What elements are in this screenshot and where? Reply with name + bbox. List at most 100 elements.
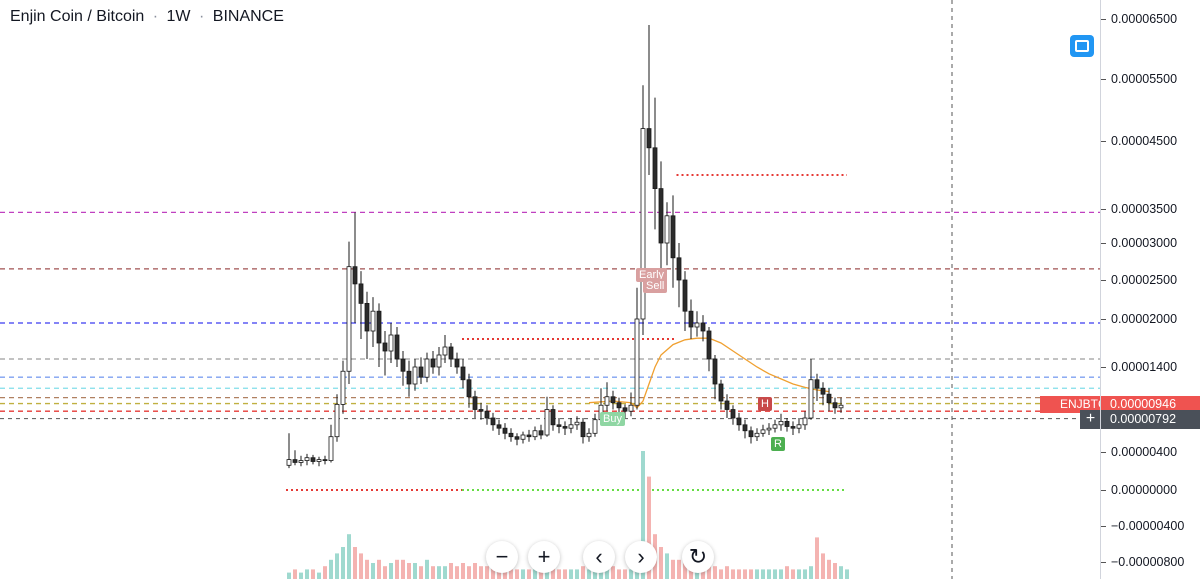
volume-bar: [719, 569, 723, 579]
r-signal: R: [771, 437, 785, 451]
candle-down: [526, 434, 532, 438]
volume-bar: [575, 569, 579, 579]
candle-down: [646, 128, 652, 149]
candle-up: [574, 421, 580, 426]
crosshair-icon[interactable]: +: [1080, 410, 1100, 429]
volume-bar: [761, 569, 765, 579]
volume-bar: [791, 569, 795, 579]
candle-down: [454, 358, 460, 368]
title-separator: ·: [198, 8, 205, 25]
reset-chart-button[interactable]: ↻: [682, 541, 714, 573]
toggle-panel-icon[interactable]: [1070, 35, 1094, 57]
candle-down: [826, 393, 832, 404]
volume-bar: [287, 572, 291, 579]
volume-bar: [317, 572, 321, 579]
volume-bar: [311, 569, 315, 579]
volume-bar: [305, 569, 309, 579]
volume-bar: [815, 537, 819, 579]
volume-bar: [581, 566, 585, 579]
volume-bar: [629, 569, 633, 579]
candle-up: [760, 429, 766, 434]
candle-up: [778, 420, 784, 426]
price-tick-mark: [1101, 280, 1106, 281]
price-tick-mark: [1101, 19, 1106, 20]
price-tick-mark: [1101, 79, 1106, 80]
price-tick-label: 0.00003500: [1111, 202, 1178, 216]
volume-bar: [365, 559, 369, 579]
candle-up: [754, 432, 760, 438]
volume-bar: [479, 566, 483, 579]
volume-bar: [335, 553, 339, 579]
price-axis[interactable]: 0.00006500 0.00005500 0.00004500 0.00003500…: [1100, 0, 1200, 579]
scroll-right-button[interactable]: ›: [625, 541, 657, 573]
candle-up: [604, 396, 610, 406]
volume-bar: [329, 559, 333, 579]
interval-label[interactable]: 1W: [166, 8, 191, 25]
volume-bar: [683, 559, 687, 579]
candle-up: [340, 370, 346, 405]
buy-signal: Buy: [600, 412, 625, 426]
candle-down: [832, 402, 838, 409]
price-chart[interactable]: [0, 0, 1100, 579]
zoom-out-button[interactable]: −: [486, 541, 518, 573]
price-tick-mark: [1101, 209, 1106, 210]
volume-bar: [521, 569, 525, 579]
volume-bar: [389, 563, 393, 579]
volume-bar: [557, 569, 561, 579]
candle-down: [616, 402, 622, 409]
volume-bar: [413, 563, 417, 579]
candle-down: [820, 387, 826, 395]
candle-down: [514, 436, 520, 440]
volume-bar: [437, 566, 441, 579]
candle-up: [592, 419, 598, 434]
candle-down: [682, 279, 688, 312]
candle-up: [772, 424, 778, 429]
price-tick-label: 0.00000000: [1111, 483, 1178, 497]
volume-bar: [755, 569, 759, 579]
candle-up: [436, 354, 442, 368]
candle-up: [370, 310, 376, 332]
sell-signal: Sell: [643, 279, 668, 293]
candle-down: [736, 417, 742, 426]
candle-up: [388, 334, 394, 352]
volume-bar: [491, 566, 495, 579]
early-signal: Early: [636, 268, 668, 282]
chart-title: Enjin Coin / Bitcoin · 1W · BINANCE: [10, 8, 284, 26]
candle-up: [766, 427, 772, 431]
scroll-left-button[interactable]: ‹: [583, 541, 615, 573]
symbol-badge: ENJBTC: [1040, 396, 1100, 413]
volume-bar: [587, 569, 591, 579]
exchange-label: BINANCE: [212, 8, 284, 25]
volume-bar: [503, 569, 507, 579]
candle-down: [676, 257, 682, 281]
volume-bar: [515, 569, 519, 579]
volume-bar: [773, 569, 777, 579]
candle-down: [550, 409, 556, 426]
volume-bar: [743, 569, 747, 579]
candle-down: [400, 358, 406, 372]
candle-down: [718, 383, 724, 402]
zoom-in-button[interactable]: +: [528, 541, 560, 573]
last-price-badge: 0.00000946: [1101, 396, 1200, 413]
volume-bar: [455, 566, 459, 579]
volume-bar: [425, 559, 429, 579]
volume-bar: [293, 569, 297, 579]
candle-down: [310, 457, 316, 462]
candle-up: [640, 128, 646, 320]
candle-down: [364, 302, 370, 332]
candle-down: [556, 424, 562, 427]
candle-down: [484, 410, 490, 419]
candle-down: [502, 427, 508, 434]
candle-up: [346, 266, 352, 372]
volume-bar: [605, 563, 609, 579]
candle-down: [700, 322, 706, 332]
candle-down: [460, 366, 466, 381]
volume-bar: [785, 566, 789, 579]
volume-bar: [443, 566, 447, 579]
price-tick-mark: [1101, 243, 1106, 244]
candle-up: [532, 430, 538, 438]
price-tick-label: −0.00000800: [1111, 555, 1185, 569]
volume-bar: [845, 569, 849, 579]
volume-bar: [509, 569, 513, 579]
chart-pane[interactable]: Enjin Coin / Bitcoin · 1W · BINANCE Buy …: [0, 0, 1100, 579]
